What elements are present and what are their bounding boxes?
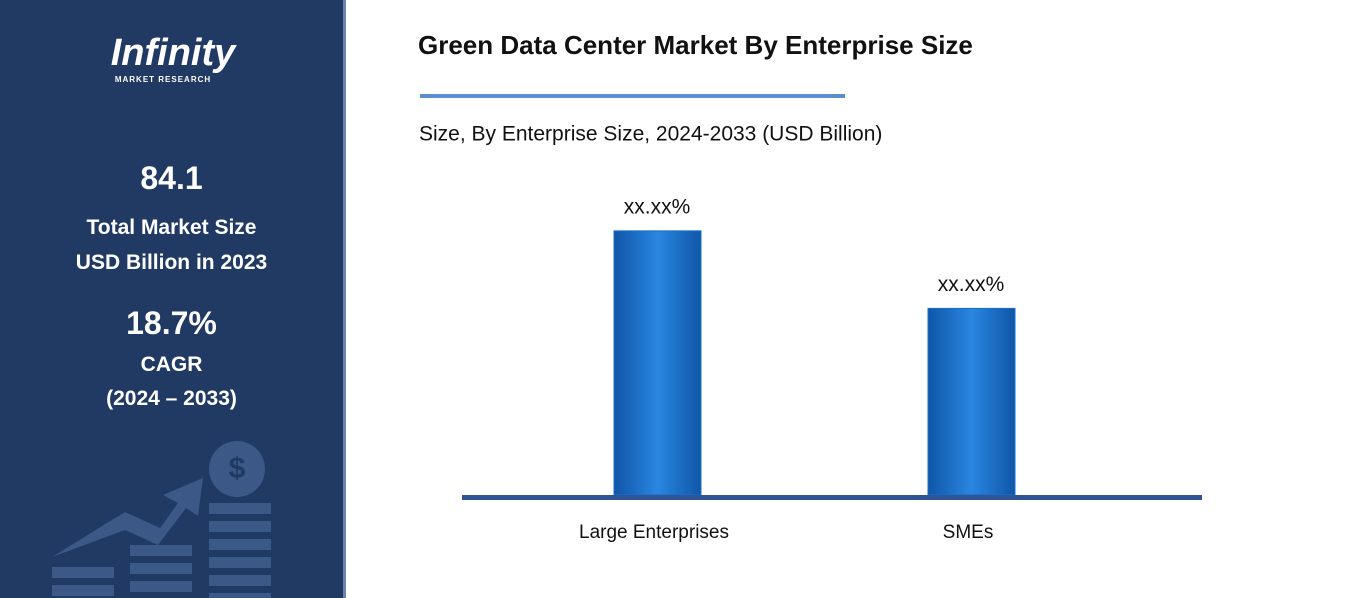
chart-title: Green Data Center Market By Enterprise S…: [418, 30, 973, 60]
bar: [613, 230, 702, 496]
chart: Green Data Center Market By Enterprise S…: [418, 30, 1202, 543]
logo-subtitle: MARKET RESEARCH: [115, 75, 211, 84]
cagr: 18.7%: [126, 305, 217, 341]
sidebar: Infinity MARKET RESEARCH $ 84.1 Total Ma…: [0, 0, 346, 598]
x-axis: [462, 495, 1202, 500]
logo: Infinity: [111, 32, 237, 74]
decor-icon: $: [52, 441, 271, 598]
bar: [927, 307, 1016, 496]
x-tick-label: SMEs: [943, 522, 994, 543]
cagr-period: (2024 – 2033): [106, 387, 237, 410]
value-label: xx.xx%: [624, 195, 691, 218]
x-tick-label: Large Enterprises: [579, 522, 729, 543]
title-underline: [420, 94, 845, 98]
market-size-label: USD Billion in 2023: [75, 251, 268, 274]
cagr-label: CAGR: [140, 353, 203, 376]
market-size-label: Total Market Size: [86, 216, 257, 239]
chart-subtitle: Size, By Enterprise Size, 2024-2033 (USD…: [419, 123, 882, 146]
sidebar-art: Infinity MARKET RESEARCH $: [52, 32, 271, 598]
svg-text:$: $: [229, 452, 246, 485]
value-label: xx.xx%: [938, 273, 1005, 296]
market-size: 84.1: [140, 160, 203, 196]
